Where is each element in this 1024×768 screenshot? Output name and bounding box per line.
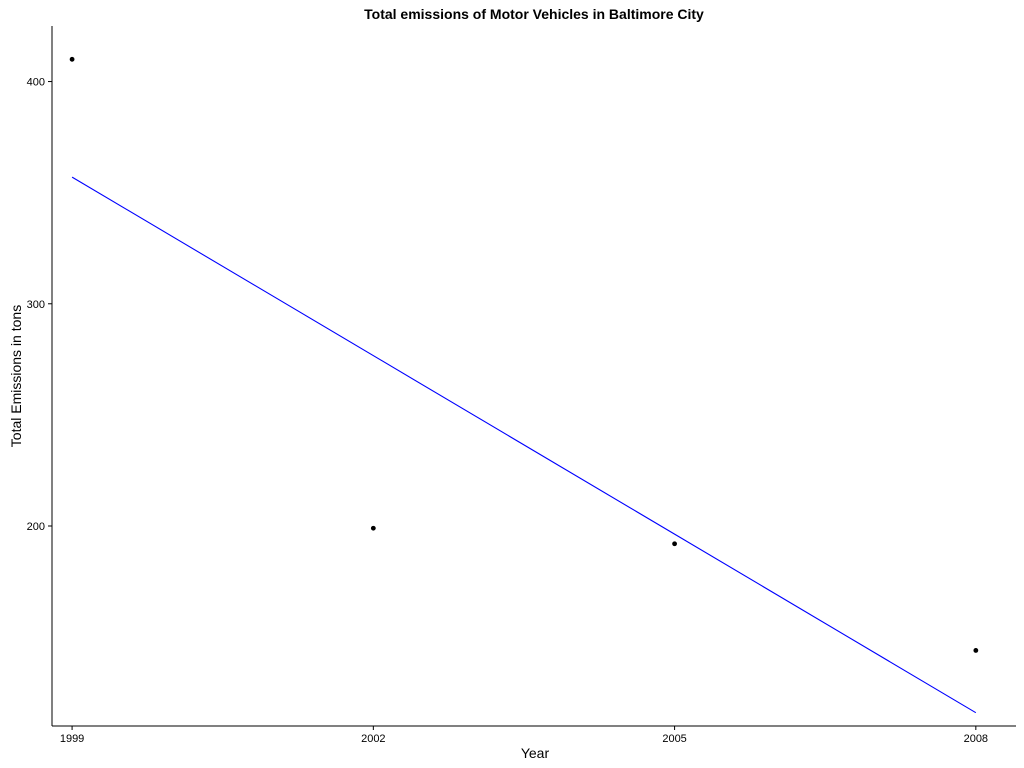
data-point (973, 648, 979, 653)
chart-title: Total emissions of Motor Vehicles in Bal… (364, 6, 704, 22)
y-axis-title: Total Emissions in tons (8, 305, 24, 447)
x-tick-label: 2002 (361, 733, 385, 745)
x-tick-label: 1999 (60, 733, 84, 745)
y-axis-ticks: 200 300 400 (27, 77, 52, 533)
plot-area: 200 300 400 1999 2002 2005 2008 (27, 26, 1016, 745)
linear-trend-line (71, 176, 977, 714)
x-axis-title: Year (521, 745, 550, 761)
data-point (69, 56, 75, 62)
y-tick-label: 400 (27, 77, 45, 89)
x-tick-label: 2008 (964, 733, 988, 745)
data-point (672, 541, 677, 547)
x-tick-label: 2005 (662, 733, 686, 745)
y-tick-label: 200 (27, 521, 45, 533)
x-axis-ticks: 1999 2002 2005 2008 (60, 726, 988, 745)
data-point (370, 525, 376, 531)
y-tick-label: 300 (27, 299, 45, 311)
data-points (69, 56, 979, 653)
trend-line-group (71, 176, 977, 714)
